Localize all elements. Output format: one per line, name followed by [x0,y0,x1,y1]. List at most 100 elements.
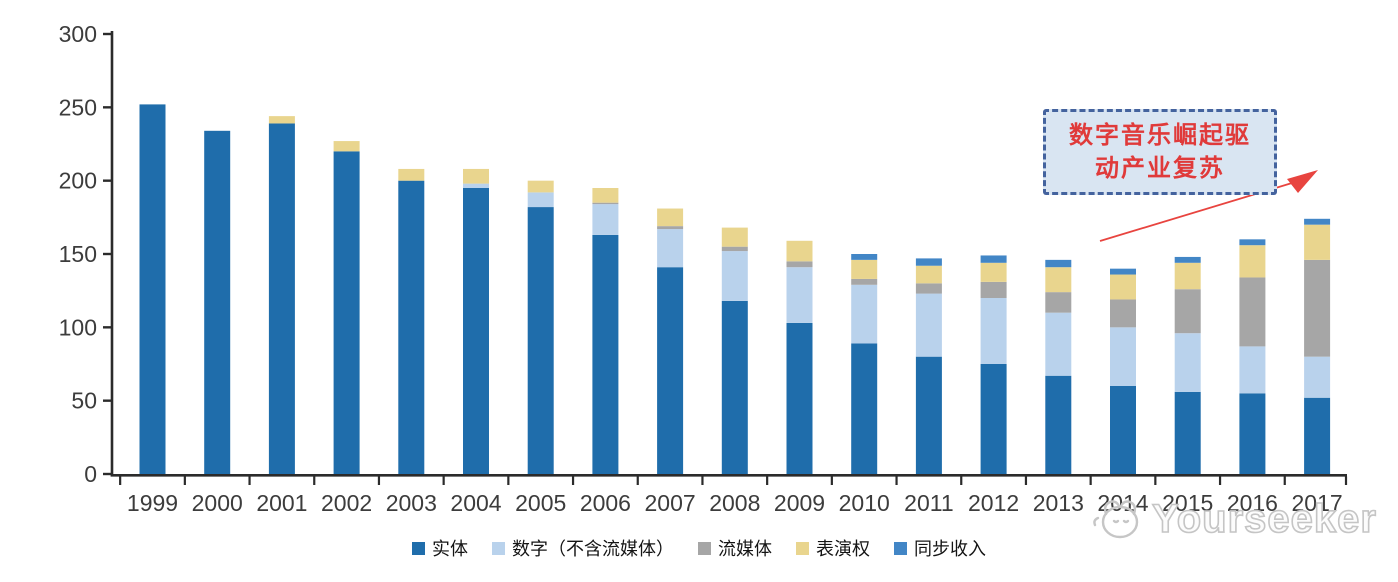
bar-segment-2013-表演权 [1045,267,1072,293]
bar-segment-2016-实体 [1239,393,1266,474]
bar-segment-2016-表演权 [1239,245,1266,278]
bar-segment-2012-流媒体 [980,281,1007,298]
bar-segment-2011-实体 [915,356,942,474]
bar-segment-2005-数字（不含流媒体） [527,192,554,208]
legend-label: 同步收入 [914,539,986,559]
x-tick-label: 2015 [1162,490,1213,516]
x-tick-label: 2012 [968,490,1019,516]
bar-segment-2013-数字（不含流媒体） [1045,312,1072,376]
x-tick-label: 2016 [1227,490,1278,516]
x-tick-label: 2004 [450,490,501,516]
bar-segment-2004-数字（不含流媒体） [463,183,489,188]
x-tick-label: 2006 [580,490,631,516]
bar-segment-2010-实体 [851,343,878,474]
bar-segment-2000-实体 [204,130,231,475]
bar-segment-2009-表演权 [786,240,813,262]
x-tick-label: 1999 [127,490,178,516]
bar-segment-2010-同步收入 [851,254,878,260]
legend-label: 实体 [432,539,468,559]
y-tick-label: 0 [84,461,97,487]
bar-segment-2013-流媒体 [1045,292,1072,313]
bar-segment-2014-数字（不含流媒体） [1110,327,1136,386]
bar-segment-2010-数字（不含流媒体） [851,284,878,344]
bar-segment-2017-同步收入 [1304,218,1331,225]
x-tick-label: 2000 [192,490,243,516]
bar-segment-2011-同步收入 [915,258,942,266]
legend-item-数字（不含流媒体）: 数字（不含流媒体） [492,535,674,561]
bar-segment-2003-表演权 [398,168,425,181]
legend-swatch-icon [492,541,505,555]
bar-segment-2006-流媒体 [592,202,619,205]
annotation-arrow-head-icon [1287,170,1318,193]
bar-segment-2013-同步收入 [1045,259,1072,268]
legend-item-实体: 实体 [412,535,468,561]
x-tick-label: 2013 [1033,490,1084,516]
x-tick-label: 2009 [774,490,825,516]
x-tick-label: 2007 [645,490,696,516]
bar-segment-2005-表演权 [527,180,554,193]
bar-segment-2008-数字（不含流媒体） [721,251,748,301]
bar-segment-2007-表演权 [657,208,684,227]
bar-segment-2014-同步收入 [1110,268,1136,275]
bar-segment-2004-表演权 [463,168,489,184]
bar-segment-2013-实体 [1045,375,1072,474]
annotation-callout: 数字音乐崛起驱 动产业复苏 [1043,109,1277,195]
bar-segment-2016-数字（不含流媒体） [1239,346,1266,394]
x-tick-label: 2014 [1097,490,1148,516]
bar-segment-2012-表演权 [980,262,1007,282]
bar-segment-2006-表演权 [592,188,619,203]
x-tick-label: 2011 [904,490,953,516]
x-tick-label: 2003 [386,490,437,516]
bar-segment-2008-实体 [721,300,748,474]
bar-segment-2015-流媒体 [1174,289,1201,334]
bar-segment-2009-流媒体 [786,261,813,268]
bar-segment-2012-同步收入 [980,255,1007,263]
legend-item-流媒体: 流媒体 [698,535,772,561]
bar-segment-2002-实体 [333,151,360,475]
bar-segment-2015-表演权 [1174,262,1201,290]
y-tick-label: 100 [59,314,97,340]
bar-segment-1999-实体 [139,104,166,475]
bar-segment-2015-数字（不含流媒体） [1174,333,1201,392]
bar-segment-2017-实体 [1304,397,1331,474]
bar-segment-2011-表演权 [915,265,942,284]
legend-item-同步收入: 同步收入 [894,535,986,561]
bar-segment-2017-流媒体 [1304,259,1331,357]
bar-segment-2001-表演权 [268,116,295,124]
bar-segment-2014-表演权 [1110,274,1136,300]
y-tick-label: 250 [59,94,97,120]
bar-segment-2006-实体 [592,234,619,474]
bar-segment-2008-流媒体 [721,246,748,252]
chart-legend: 实体 数字（不含流媒体） 流媒体 表演权 同步收入 [0,535,1398,561]
y-tick-label: 300 [59,21,97,47]
bar-segment-2002-表演权 [333,141,360,152]
bar-segment-2015-实体 [1174,391,1201,474]
bar-segment-2005-实体 [527,207,554,475]
bar-segment-2001-实体 [268,123,295,474]
legend-label: 流媒体 [718,539,772,559]
x-tick-label: 2017 [1292,490,1343,516]
bar-segment-2017-数字（不含流媒体） [1304,356,1331,398]
legend-label: 表演权 [816,539,870,559]
y-tick-label: 200 [59,168,97,194]
bar-segment-2014-流媒体 [1110,299,1136,328]
bar-segment-2016-流媒体 [1239,277,1266,347]
legend-label: 数字（不含流媒体） [512,539,674,559]
bar-segment-2007-数字（不含流媒体） [657,229,684,268]
bar-segment-2011-流媒体 [915,283,942,294]
bar-segment-2017-表演权 [1304,224,1331,260]
bar-segment-2012-实体 [980,364,1007,474]
y-tick-label: 150 [59,241,97,267]
legend-swatch-icon [698,541,711,555]
legend-swatch-icon [412,541,425,555]
bar-segment-2007-实体 [657,267,684,474]
bar-segment-2006-数字（不含流媒体） [592,204,619,235]
legend-swatch-icon [894,541,907,555]
bar-segment-2012-数字（不含流媒体） [980,298,1007,364]
bar-segment-2014-实体 [1110,386,1136,474]
bar-segment-2009-数字（不含流媒体） [786,267,813,323]
x-tick-label: 2002 [321,490,372,516]
bar-segment-2010-流媒体 [851,278,878,285]
